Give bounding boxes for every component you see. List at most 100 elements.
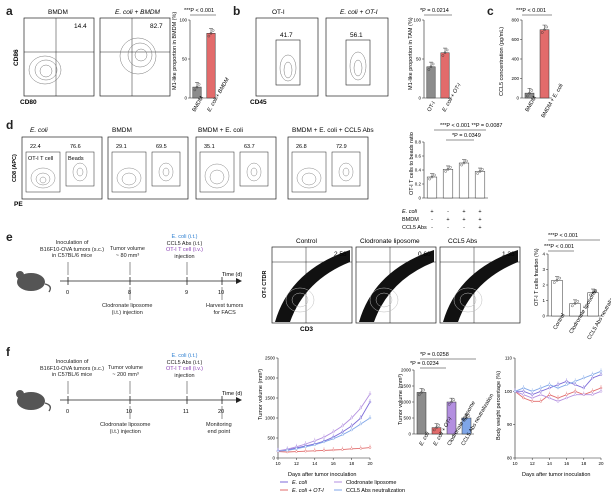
y-tick-label: 0.4 (415, 168, 422, 173)
panel-b-flow: OT-I E. coli + OT-I 41.7 56.1 CD45 (250, 9, 389, 106)
y-tick-label: 1000 (265, 416, 276, 421)
panel-b-bar: *P = 0.0214 M1-like proportion in TAM (%… (408, 8, 463, 113)
data-point (576, 300, 580, 303)
sign-cell: + (430, 209, 433, 215)
data-point (582, 393, 586, 396)
f-pval-1: *P = 0.0258 (420, 352, 449, 358)
d-pair-1b: 76.6 (70, 144, 81, 150)
sign-cell: + (478, 217, 481, 223)
panel-d-bar: ***P < 0.001 **P = 0.0087 *P = 0.0349 OT… (402, 123, 503, 231)
bar (426, 176, 438, 199)
f-tl-clodronate: Clodronate liposome (i.t.) injection (100, 422, 150, 435)
data-point (573, 393, 577, 396)
panel-label-d: d (6, 118, 14, 132)
y-tick-label: 0.8 (415, 140, 422, 145)
d-gate-2: Beads (68, 156, 84, 162)
y-tick-label: 3 (542, 267, 545, 272)
f-tl-monitor-text: Monitoring end point (206, 422, 232, 435)
x-tick-label: 20 (367, 461, 373, 466)
panel-label-a: a (6, 4, 13, 18)
y-tick-label: 110 (505, 356, 513, 361)
data-point (582, 386, 586, 390)
data-point (522, 386, 525, 390)
f-tl-volume-text: Tumor volume ~ 200 mm³ (108, 365, 143, 378)
data-point (429, 65, 433, 69)
data-point (476, 172, 479, 175)
d-pair-2b: 69.5 (156, 144, 167, 150)
y-tick-label: 1 (542, 298, 545, 303)
y-tick-label: 0 (418, 96, 421, 101)
sign-cell: + (446, 217, 449, 223)
data-point (431, 62, 435, 66)
e-flow-title-2: Clodronate liposome (360, 238, 420, 245)
f-day-0: 0 (66, 409, 69, 415)
f-tl-ecoli: E. coli (i.t.) (171, 353, 198, 359)
data-point (417, 393, 421, 397)
data-point (591, 373, 594, 376)
d-yaxis: CD8 (APC) (12, 154, 18, 182)
d-sign-table: + - + + - + + + - - - + (430, 209, 481, 231)
y-tick-label: 400 (511, 57, 519, 62)
data-point (548, 383, 551, 386)
f-bw-plot: 80 90 100 110 10 12 14 16 18 20 (504, 356, 604, 467)
f-tl-oti: OT-I T cell (i.v.) (166, 366, 203, 372)
d-row-1: E. coli (402, 209, 418, 215)
data-point (530, 396, 534, 400)
f-legend-3: E. coli + OT-I (292, 488, 324, 494)
data-point (322, 449, 326, 452)
data-point (341, 424, 344, 428)
data-point (450, 400, 453, 404)
e-tl-harvest: Harvest tumors for FACS (206, 303, 243, 316)
y-tick-label: 2 (542, 283, 545, 288)
y-tick-label: 2500 (265, 356, 276, 361)
data-point (304, 445, 307, 449)
f-tl-volume: Tumor volume ~ 200 mm³ (108, 365, 143, 378)
panel-f-bw: Body weight percentage (%) 80 90 100 110 10 1… (496, 356, 604, 479)
y-tick-label: 1500 (265, 396, 276, 401)
bar (416, 392, 427, 435)
e-day-9: 9 (185, 290, 188, 296)
panel-e-timeline: 0 8 9 10 Time (d) (16, 262, 242, 300)
f-tl-monitor: Monitoring end point (206, 422, 232, 435)
e-tl-clodronate: Clodronate liposome (i.t.) injection (102, 303, 152, 316)
data-point (195, 85, 199, 89)
f-tl-injection: E. coli (i.t.) CCL5 Abs (i.t.) OT-I T ce… (166, 353, 203, 379)
bar (206, 33, 216, 99)
f-legend-1: E. coli (292, 480, 308, 486)
data-point (368, 416, 372, 420)
data-point (599, 373, 603, 376)
data-point (591, 291, 595, 295)
data-point (350, 424, 353, 428)
b-flow-value-2: 56.1 (350, 32, 363, 39)
panel-a-bar: ***P < 0.001 M1-like proportion in BMDM … (172, 8, 231, 113)
data-point (430, 175, 434, 179)
f-tl-inj: injection (174, 372, 195, 379)
d-pair-4a: 26.8 (296, 144, 307, 150)
panel-f-timeline: 0 10 11 20 Time (d) (16, 381, 242, 419)
data-point (548, 396, 551, 400)
data-point (525, 94, 529, 98)
data-point (462, 419, 466, 422)
e-tl-clod-text: Clodronate liposome (i.t.) injection (102, 303, 153, 316)
e-flow-title-3: CCL5 Abs (448, 238, 478, 245)
sign-cell: + (478, 225, 481, 231)
data-point (565, 396, 568, 400)
data-point (543, 28, 546, 32)
c-pval: ***P < 0.001 (516, 8, 546, 14)
data-point (522, 396, 525, 400)
y-tick-label: 0.2 (415, 182, 422, 187)
a-pval: ***P < 0.001 (184, 8, 214, 14)
x-tick-label: 14 (547, 461, 553, 466)
data-point (304, 449, 307, 453)
y-tick-label: 2000 (401, 368, 412, 373)
data-point (322, 435, 326, 439)
data-point (432, 428, 436, 432)
series-line (277, 401, 371, 452)
e-bar-plot: 0 1 2 3 4 (542, 252, 602, 319)
data-point (539, 400, 543, 403)
bar (569, 303, 581, 317)
y-tick-label: 500 (403, 416, 411, 421)
data-point (359, 416, 363, 420)
d-gate-1: OT-I T cell (28, 156, 53, 162)
e-day-8: 8 (128, 290, 131, 296)
